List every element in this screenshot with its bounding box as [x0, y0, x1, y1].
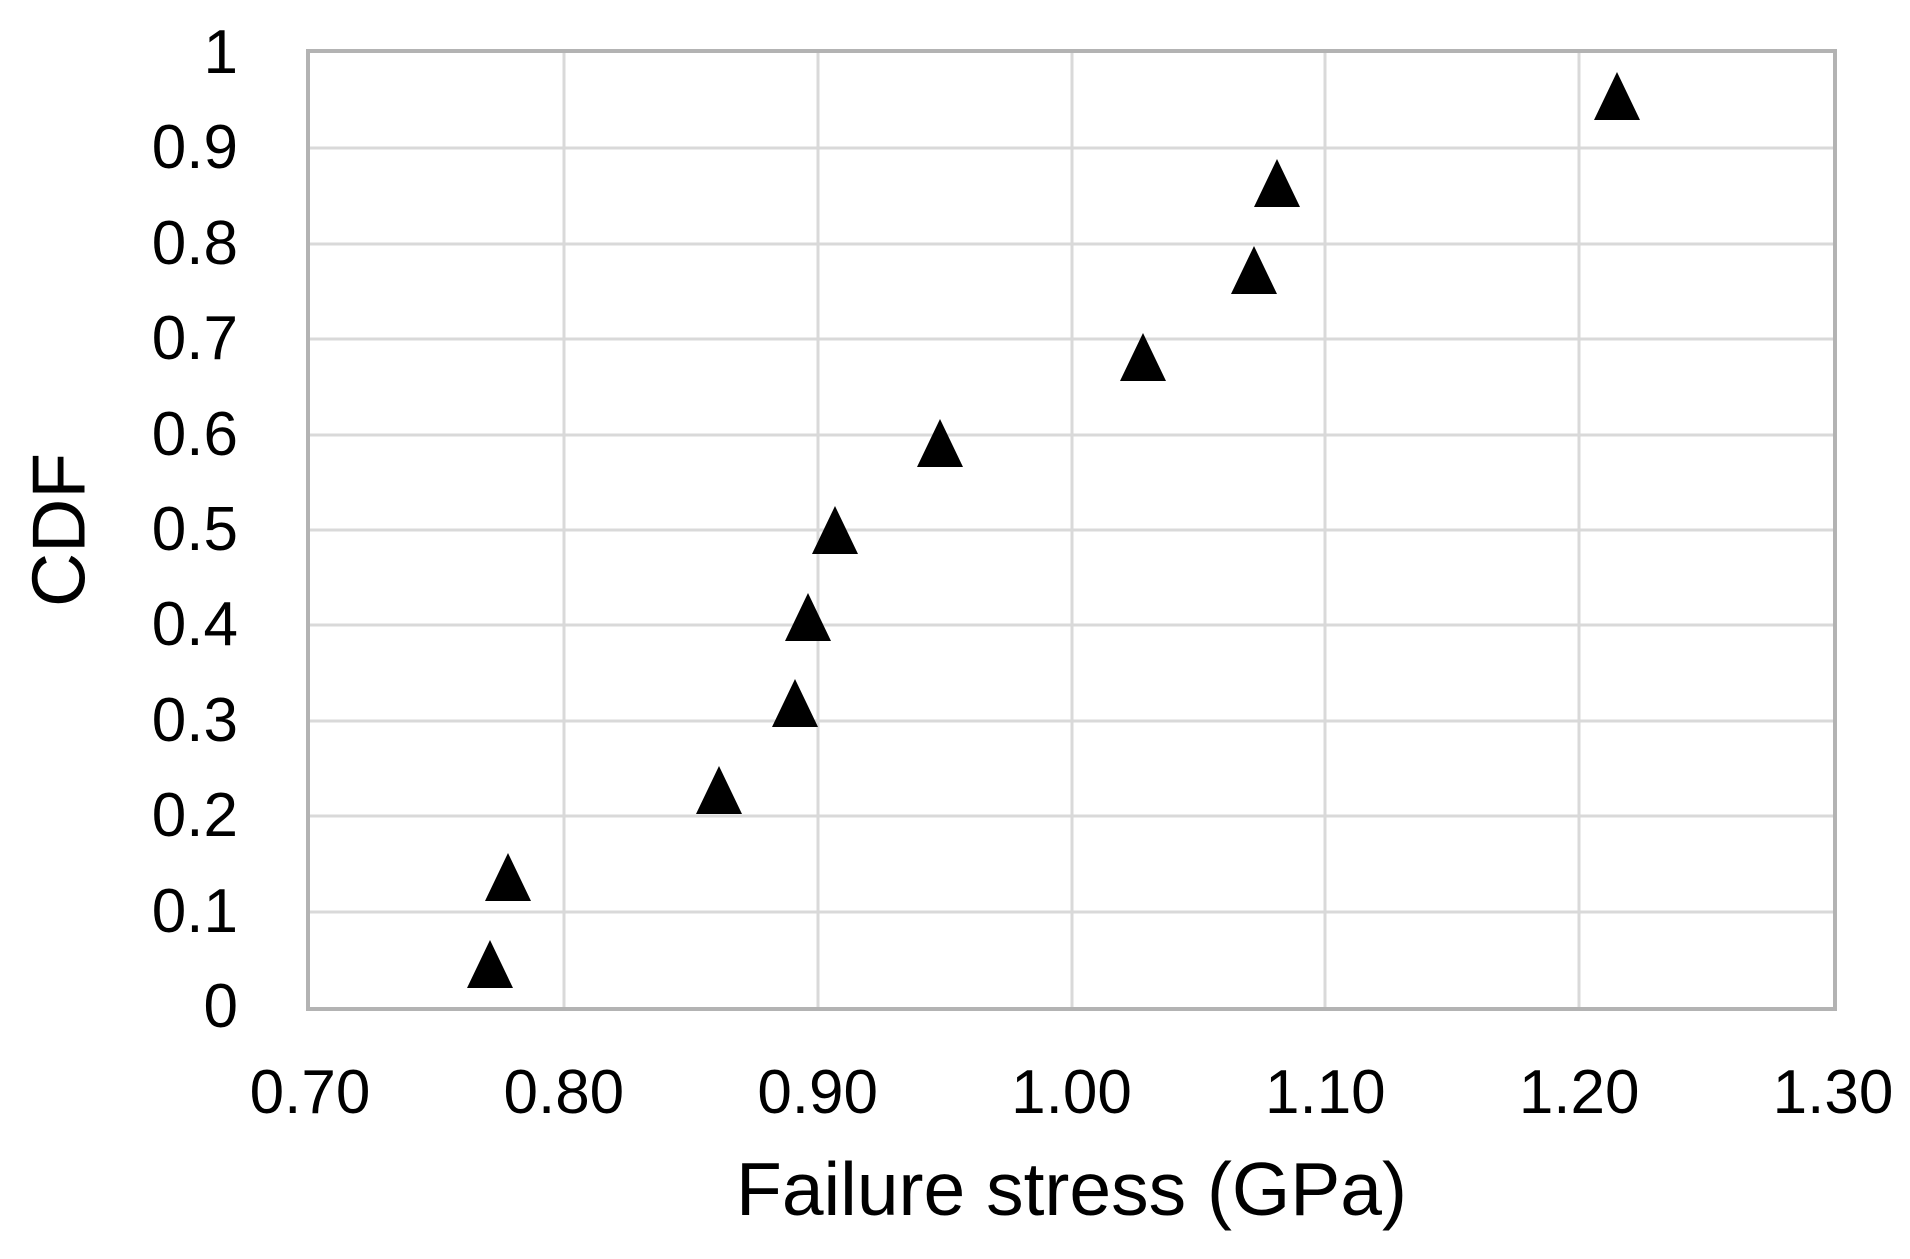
y-tick-label: 0.7 [151, 304, 238, 374]
y-tick-label: 0.5 [151, 495, 238, 564]
data-point-marker [1254, 159, 1301, 208]
y-axis-tick-labels: 1 0.9 0.8 0.7 0.6 0.5 0.4 0.3 0.2 0.1 0 [0, 22, 240, 1038]
data-point-marker [467, 939, 514, 988]
x-axis-title: Failure stress (GPa) [736, 1147, 1407, 1231]
y-tick-label: 0.8 [151, 208, 238, 278]
x-tick-label: 0.70 [249, 1058, 371, 1127]
x-axis-tick-labels: 0.70 0.80 0.90 1.00 1.10 1.20 1.30 [250, 1058, 1894, 1134]
horizontal-gridline [310, 242, 1833, 246]
x-tick-label: 1.30 [1772, 1058, 1894, 1127]
horizontal-gridline [310, 719, 1833, 723]
y-tick-label: 0.3 [151, 685, 238, 755]
y-tick-label: 1 [203, 18, 238, 87]
horizontal-gridline [310, 910, 1833, 914]
data-point-marker [771, 679, 818, 728]
data-point-marker [812, 506, 859, 554]
y-tick-label: 0.2 [151, 781, 238, 851]
y-tick-label: 0.9 [151, 113, 238, 183]
gridline-layer [310, 53, 1833, 1007]
data-point-layer [310, 53, 1833, 1007]
x-tick-label: 0.90 [757, 1058, 878, 1127]
data-point-marker [784, 592, 831, 641]
data-point-marker [1231, 245, 1278, 294]
x-tick-label: 1.20 [1518, 1058, 1640, 1127]
data-point-marker [484, 852, 531, 901]
data-point-marker [916, 419, 963, 468]
y-tick-label: 0.6 [151, 399, 238, 469]
horizontal-gridline [310, 337, 1833, 341]
y-tick-label: 0.4 [151, 590, 238, 660]
horizontal-gridline [310, 814, 1833, 818]
data-point-marker [1594, 72, 1641, 121]
horizontal-gridline [310, 528, 1833, 532]
x-tick-label: 1.10 [1264, 1058, 1386, 1127]
x-tick-label: 1.00 [1011, 1058, 1132, 1127]
horizontal-gridline [310, 433, 1833, 437]
horizontal-gridline [310, 623, 1833, 627]
x-tick-label: 0.80 [503, 1058, 625, 1127]
y-tick-label: 0.1 [151, 876, 238, 946]
horizontal-gridline [310, 146, 1833, 150]
plot-area [306, 49, 1837, 1011]
y-tick-label: 0 [203, 972, 238, 1041]
data-point-marker [695, 766, 742, 815]
data-point-marker [1119, 332, 1166, 381]
